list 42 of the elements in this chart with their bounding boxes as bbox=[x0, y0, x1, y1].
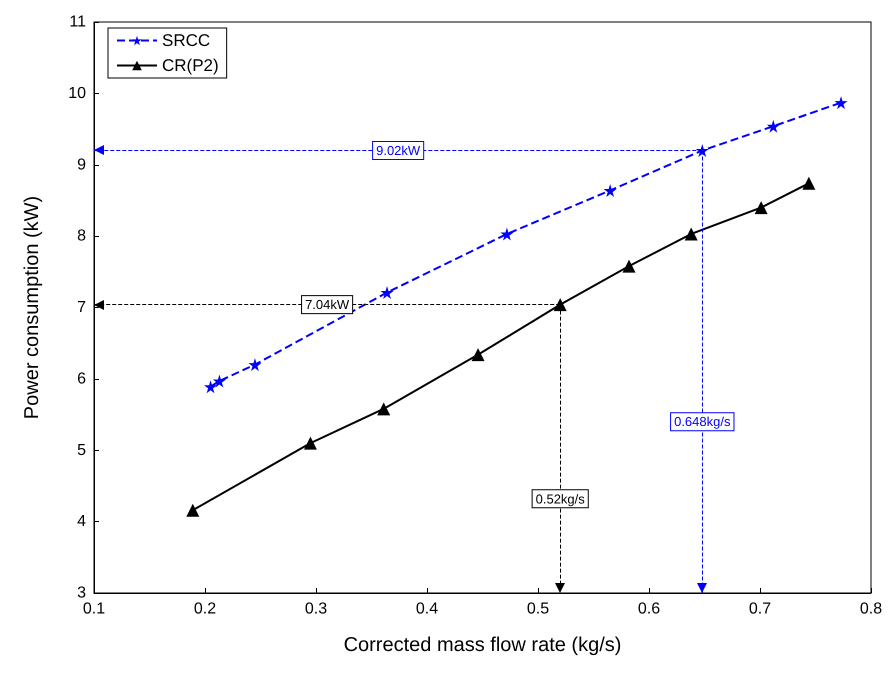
x-tick-label: 0.4 bbox=[416, 600, 438, 618]
point bbox=[212, 374, 226, 388]
point bbox=[204, 380, 218, 394]
y-tick-label: 4 bbox=[77, 513, 86, 530]
point bbox=[622, 260, 636, 273]
point bbox=[380, 286, 394, 300]
point bbox=[248, 358, 262, 372]
ref-line-label: 0.648kg/s bbox=[674, 414, 731, 430]
ref-line-label: 9.02kW bbox=[376, 142, 421, 158]
y-tick-label: 8 bbox=[77, 228, 86, 245]
point bbox=[304, 436, 317, 450]
y-tick-label: 7 bbox=[77, 299, 86, 316]
y-tick-label: 3 bbox=[77, 584, 86, 602]
x-tick-label: 0.7 bbox=[748, 600, 772, 618]
point bbox=[754, 201, 768, 214]
ref-line-label: 0.52kg/s bbox=[536, 491, 586, 506]
x-tick-label: 0.6 bbox=[638, 600, 660, 618]
point bbox=[802, 176, 816, 190]
point bbox=[604, 184, 617, 197]
point bbox=[472, 348, 485, 362]
point bbox=[766, 120, 780, 133]
x-tick-label: 0.1 bbox=[82, 600, 106, 618]
point bbox=[684, 227, 698, 240]
point bbox=[500, 227, 514, 240]
x-tick-label: 0.8 bbox=[860, 600, 882, 618]
x-tick-label: 0.5 bbox=[526, 600, 550, 618]
ref-line-label: 7.04kW bbox=[305, 297, 350, 312]
point bbox=[554, 298, 567, 312]
x-axis-title: Corrected mass flow rate (kg/s) bbox=[344, 634, 622, 656]
y-axis-title: Power consumption (kW) bbox=[21, 196, 43, 420]
legend-label: SRCC bbox=[162, 31, 210, 50]
y-tick-label: 11 bbox=[69, 14, 86, 30]
y-tick-label: 5 bbox=[77, 442, 86, 459]
y-tick-label: 6 bbox=[77, 370, 86, 388]
y-tick-label: 9 bbox=[77, 156, 86, 174]
point bbox=[186, 504, 200, 517]
y-tick-label: 10 bbox=[68, 84, 86, 102]
point bbox=[834, 96, 848, 110]
legend-label: CR(P2) bbox=[162, 56, 219, 75]
x-tick-label: 0.3 bbox=[304, 600, 328, 618]
point bbox=[377, 402, 390, 416]
x-tick-label: 0.2 bbox=[194, 600, 216, 618]
